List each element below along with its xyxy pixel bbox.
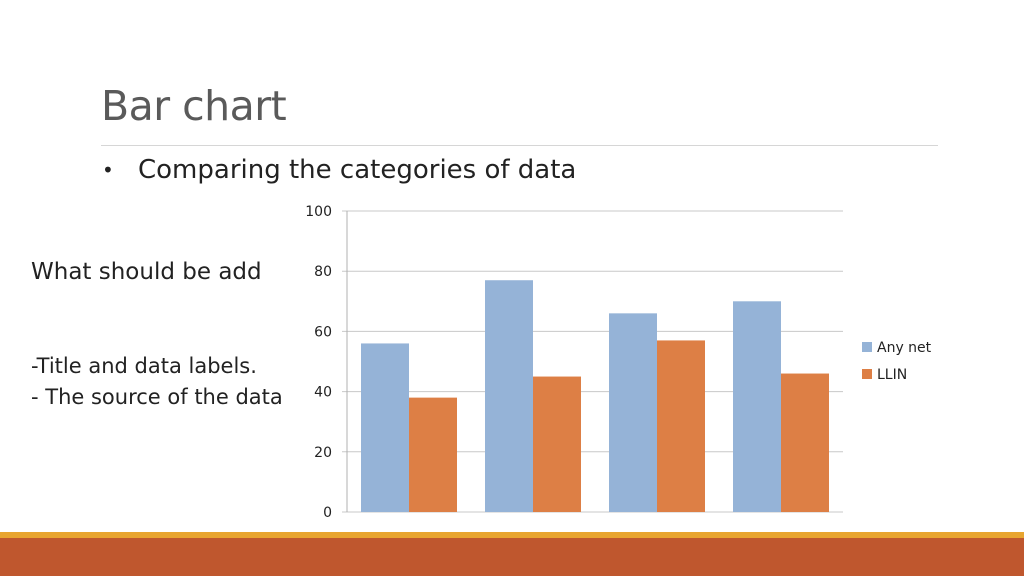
bar-any-net xyxy=(733,301,781,512)
y-tick-label: 80 xyxy=(314,264,332,280)
bar-any-net xyxy=(361,343,409,512)
y-tick-label: 20 xyxy=(314,445,332,461)
bar-llin xyxy=(781,373,829,512)
bullet-text: Comparing the categories of data xyxy=(138,155,577,185)
footer-band xyxy=(0,538,1024,576)
slide-title: Bar chart xyxy=(101,82,287,130)
note-data-source: - The source of the data xyxy=(31,385,283,409)
bullet-item: • Comparing the categories of data xyxy=(102,155,576,185)
question-text: What should be add xyxy=(31,259,262,285)
legend-label-llin: LLIN xyxy=(877,367,907,383)
bar-llin xyxy=(409,397,457,512)
footer-accent-line xyxy=(0,532,1024,538)
y-tick-label: 40 xyxy=(314,385,332,401)
bar-any-net xyxy=(485,280,533,512)
bar-llin xyxy=(533,376,581,512)
note-title-labels: -Title and data labels. xyxy=(31,354,257,378)
legend-label-any-net: Any net xyxy=(877,340,932,356)
legend-swatch-any-net xyxy=(862,342,872,352)
bar-any-net xyxy=(609,313,657,512)
legend-swatch-llin xyxy=(862,369,872,379)
y-tick-label: 60 xyxy=(314,324,332,340)
bar-llin xyxy=(657,340,705,512)
y-tick-label: 0 xyxy=(323,505,332,521)
bullet-dot-icon: • xyxy=(102,158,114,182)
y-tick-label: 100 xyxy=(305,204,332,220)
title-divider xyxy=(101,145,938,146)
